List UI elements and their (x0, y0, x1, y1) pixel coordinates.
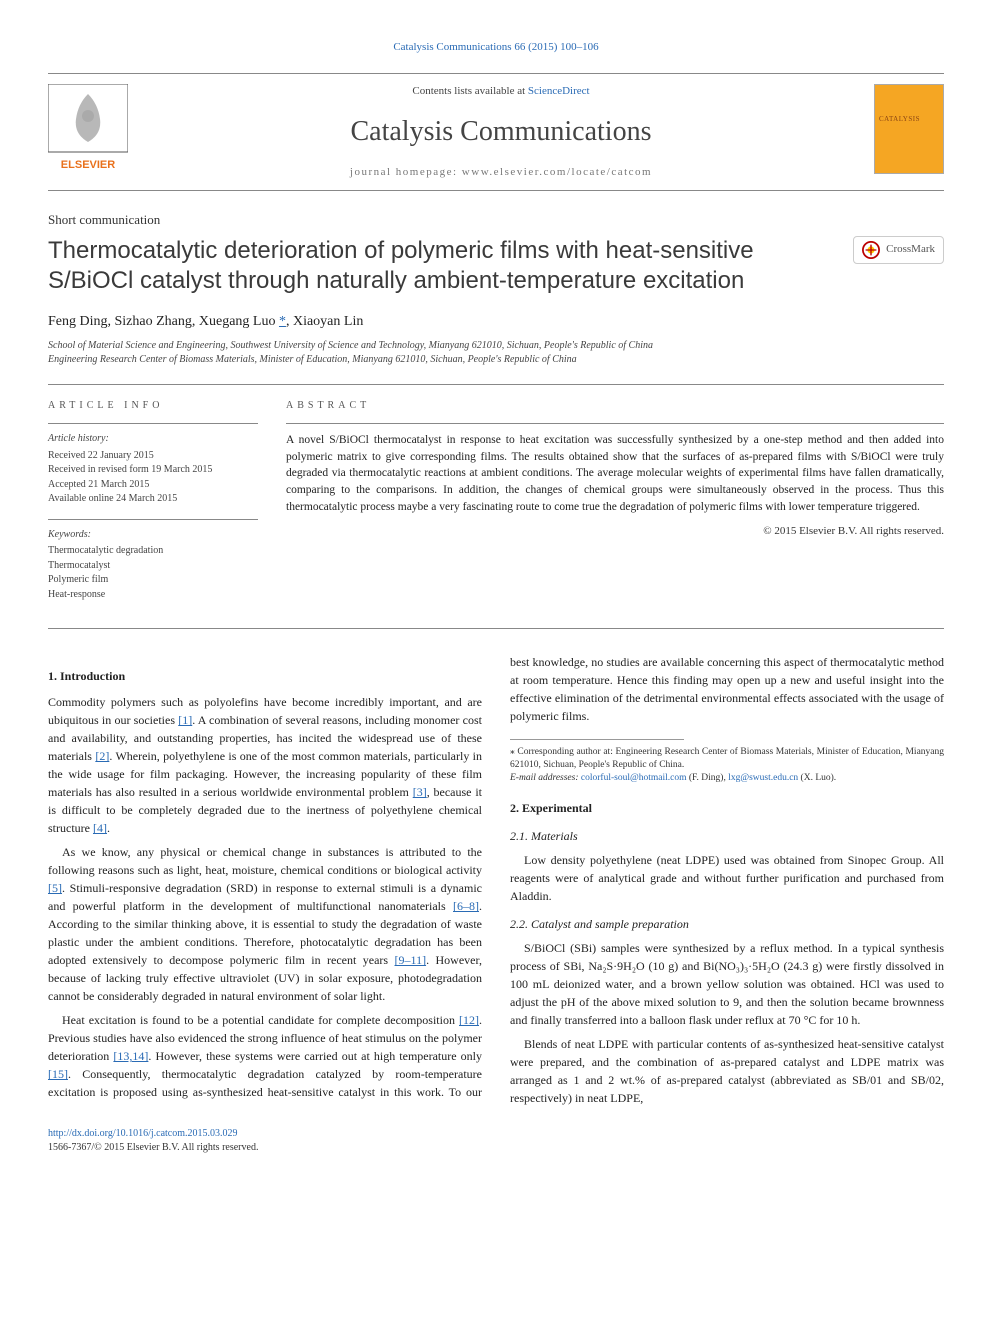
affiliations: School of Material Science and Engineeri… (48, 339, 944, 366)
history-line: Available online 24 March 2015 (48, 492, 258, 507)
contents-line: Contents lists available at ScienceDirec… (148, 84, 854, 99)
article-body: 1. Introduction Commodity polymers such … (48, 653, 944, 1107)
sciencedirect-link[interactable]: ScienceDirect (528, 85, 590, 97)
ref-link[interactable]: [6–8] (453, 899, 479, 913)
elsevier-logo: ELSEVIER (48, 84, 128, 174)
ref-link[interactable]: [1] (178, 713, 192, 727)
footnote-text: Corresponding author at: Engineering Res… (510, 747, 944, 770)
subsection-heading: 2.2. Catalyst and sample preparation (510, 915, 944, 933)
keywords-label: Keywords: (48, 528, 258, 543)
email-name: (F. Ding), (686, 773, 728, 783)
ref-link[interactable]: [2] (95, 749, 109, 763)
crossmark-badge[interactable]: CrossMark (853, 236, 944, 264)
history-line: Received 22 January 2015 (48, 449, 258, 464)
journal-cover-thumbnail (874, 84, 944, 174)
abstract-copyright: © 2015 Elsevier B.V. All rights reserved… (286, 524, 944, 539)
email-footnote: E-mail addresses: colorful-soul@hotmail.… (510, 772, 944, 785)
ref-link[interactable]: [9–11] (395, 953, 427, 967)
article-info-heading: article info (48, 399, 258, 413)
contents-prefix: Contents lists available at (412, 85, 527, 97)
article-type: Short communication (48, 211, 944, 229)
journal-homepage: journal homepage: www.elsevier.com/locat… (148, 165, 854, 180)
section-heading: 2. Experimental (510, 799, 944, 817)
keyword: Thermocatalyst (48, 559, 258, 574)
keyword: Heat-response (48, 588, 258, 603)
ref-link[interactable]: [3] (413, 785, 427, 799)
authors: Feng Ding, Sizhao Zhang, Xuegang Luo *, … (48, 312, 944, 332)
ref-link[interactable]: [15] (48, 1067, 68, 1081)
email-label: E-mail addresses: (510, 773, 581, 783)
authors-prefix: Feng Ding, Sizhao Zhang, Xuegang Luo (48, 314, 279, 329)
article-title: Thermocatalytic deterioration of polymer… (48, 236, 833, 296)
journal-title: Catalysis Communications (148, 112, 854, 151)
email-name: (X. Luo). (798, 773, 836, 783)
corresponding-author-star[interactable]: * (279, 314, 286, 329)
keyword: Thermocatalytic degradation (48, 544, 258, 559)
corresponding-author-footnote: ⁎ Corresponding author at: Engineering R… (510, 746, 944, 772)
email-link[interactable]: colorful-soul@hotmail.com (581, 773, 687, 783)
body-text: S/BiOCl (SBi) samples were synthesized b… (510, 939, 944, 1029)
history-line: Received in revised form 19 March 2015 (48, 463, 258, 478)
affiliation-line: School of Material Science and Engineeri… (48, 339, 944, 353)
issn-copyright: 1566-7367/© 2015 Elsevier B.V. All right… (48, 1141, 944, 1155)
crossmark-icon (862, 241, 880, 259)
ref-link[interactable]: [4] (93, 821, 107, 835)
body-text: Blends of neat LDPE with particular cont… (510, 1035, 944, 1107)
body-text: Heat excitation is found to be a potenti… (62, 1013, 459, 1027)
body-text: . Stimuli-responsive degradation (SRD) i… (48, 881, 482, 913)
crossmark-label: CrossMark (886, 242, 935, 257)
ref-link[interactable]: [12] (459, 1013, 479, 1027)
ref-link[interactable]: [13,14] (113, 1049, 148, 1063)
keyword: Polymeric film (48, 573, 258, 588)
body-text: . However, these systems were carried ou… (148, 1049, 482, 1063)
ref-link[interactable]: [5] (48, 881, 62, 895)
journal-header: ELSEVIER Contents lists available at Sci… (48, 73, 944, 191)
subsection-heading: 2.1. Materials (510, 827, 944, 845)
email-link[interactable]: lxg@swust.edu.cn (728, 773, 798, 783)
authors-suffix: , Xiaoyan Lin (286, 314, 363, 329)
footnote-separator (510, 739, 684, 740)
history-line: Accepted 21 March 2015 (48, 478, 258, 493)
citation-header: Catalysis Communications 66 (2015) 100–1… (48, 40, 944, 55)
page-footer: http://dx.doi.org/10.1016/j.catcom.2015.… (48, 1127, 944, 1155)
body-text: Low density polyethylene (neat LDPE) use… (510, 851, 944, 905)
abstract-text: A novel S/BiOCl thermocatalyst in respon… (286, 432, 944, 515)
affiliation-line: Engineering Research Center of Biomass M… (48, 353, 944, 367)
history-label: Article history: (48, 432, 258, 447)
doi-link[interactable]: http://dx.doi.org/10.1016/j.catcom.2015.… (48, 1128, 238, 1139)
body-text: As we know, any physical or chemical cha… (48, 845, 482, 877)
body-text: . (107, 821, 110, 835)
section-heading: 1. Introduction (48, 667, 482, 685)
abstract-heading: abstract (286, 399, 944, 413)
svg-text:ELSEVIER: ELSEVIER (61, 159, 115, 171)
